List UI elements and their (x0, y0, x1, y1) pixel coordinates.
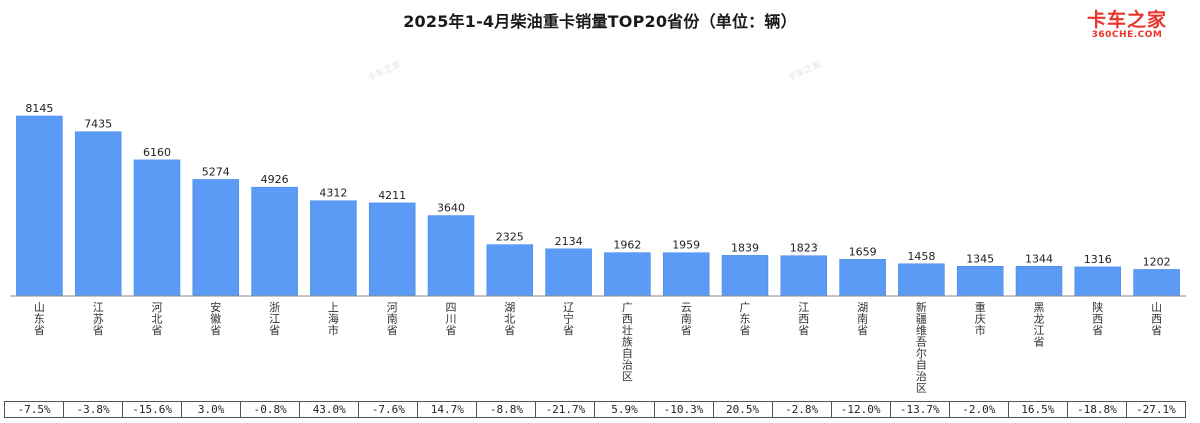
bar-value-label: 7435 (84, 118, 112, 131)
category-label: 广西壮族自治区 (622, 301, 633, 383)
category-label: 江苏省 (93, 301, 104, 337)
growth-rate-cell: -12.0% (830, 401, 891, 418)
bars-layer (16, 115, 1180, 297)
bar-value-label: 1345 (966, 252, 994, 265)
bar-value-label: 1959 (672, 239, 700, 252)
labels-layer: 8145 山东省 7435 江苏省 6160 河北省 5274 安徽省 4926 浙江省 4312 上… (25, 102, 1170, 395)
bar (251, 186, 298, 297)
bar-value-label: 4312 (319, 187, 347, 200)
bar-value-label: 2325 (496, 231, 524, 244)
bar (956, 266, 1004, 297)
bar-value-label: 1839 (731, 241, 759, 254)
growth-rate-cell: 43.0% (299, 401, 360, 418)
bar (545, 248, 592, 297)
bar-value-label: 1962 (613, 239, 641, 252)
category-label: 河北省 (152, 301, 163, 337)
growth-rate-cell: -13.7% (889, 401, 950, 418)
bar-value-label: 1344 (1025, 252, 1053, 265)
growth-rate-cell: -7.5% (3, 401, 65, 418)
bar (310, 200, 357, 297)
category-label: 陕西省 (1092, 300, 1103, 337)
category-label: 浙江省 (269, 301, 280, 337)
bar-value-label: 1202 (1143, 255, 1171, 268)
bar-value-label: 5274 (202, 165, 230, 178)
bar-value-label: 6160 (143, 146, 171, 159)
bar (368, 202, 416, 297)
bar (133, 159, 181, 297)
bar (839, 259, 886, 297)
growth-rate-cell: 3.0% (181, 401, 242, 418)
growth-rate-cell: -27.1% (1125, 401, 1187, 418)
bar-value-label: 4926 (261, 173, 289, 186)
bar-value-label: 3640 (437, 202, 465, 215)
logo-domain: 360CHE.COM (1091, 30, 1163, 40)
category-label: 江西省 (798, 301, 809, 337)
growth-rate-cell: 16.5% (1007, 401, 1068, 418)
growth-rate-cell: -0.8% (240, 401, 301, 418)
growth-rate-cell: -3.8% (63, 401, 124, 418)
bar-value-label: 1316 (1084, 253, 1112, 266)
category-label: 黑龙江省 (1034, 301, 1045, 349)
category-label: 山西省 (1151, 301, 1162, 337)
bar (1133, 269, 1180, 297)
bar-chart: 8145 山东省 7435 江苏省 6160 河北省 5274 安徽省 4926 浙江省 4312 上… (10, 102, 1186, 395)
category-label: 广东省 (740, 301, 751, 337)
bar-value-label: 1458 (907, 250, 935, 263)
bar-value-label: 2134 (555, 235, 583, 248)
category-label: 安徽省 (210, 300, 221, 337)
category-label: 湖北省 (504, 301, 515, 337)
bar (427, 215, 475, 297)
bar (1074, 266, 1122, 297)
growth-rate-cell: -15.6% (122, 401, 183, 418)
growth-rate-cell: -2.8% (771, 401, 832, 418)
growth-rate-cell: 20.5% (712, 401, 773, 418)
bar-value-label: 8145 (25, 102, 53, 115)
growth-rate-cell: -8.8% (476, 401, 537, 418)
logo-wordmark: 卡车之家 (1086, 9, 1167, 31)
growth-rate-cell: 14.7% (417, 401, 478, 418)
bar (604, 252, 651, 297)
bar (16, 115, 63, 297)
bar (721, 255, 769, 297)
bar-value-label: 1659 (849, 245, 877, 258)
category-label: 四川省 (446, 301, 457, 337)
bar (898, 263, 945, 297)
bar (192, 179, 240, 297)
bar (74, 131, 122, 297)
growth-rate-cell: 5.9% (594, 401, 655, 418)
category-label: 山东省 (34, 301, 45, 337)
bar (1015, 266, 1063, 297)
bar (662, 252, 710, 297)
bar-value-label: 1823 (790, 242, 818, 255)
category-label: 辽宁省 (563, 301, 574, 337)
chart-title: 2025年1-4月柴油重卡销量TOP20省份（单位：辆） (403, 12, 797, 31)
category-label: 河南省 (387, 301, 398, 337)
category-label: 湖南省 (857, 301, 868, 337)
bar-value-label: 4211 (378, 189, 406, 202)
category-label: 上海市 (328, 301, 339, 337)
growth-rate-cell: -2.0% (948, 401, 1009, 418)
growth-rate-row: -7.5% -3.8% -15.6% 3.0% -0.8% 43.0% -7.6% 14.7%… (3, 401, 1187, 418)
category-label: 重庆市 (975, 300, 986, 337)
growth-rate-cell: -7.6% (358, 401, 419, 418)
bar (780, 255, 828, 297)
growth-rate-cell: -18.8% (1066, 401, 1127, 418)
brand-logo: 卡车之家 360CHE.COM (1072, 10, 1182, 40)
growth-rate-cell: -10.3% (653, 401, 714, 418)
category-label: 云南省 (681, 301, 692, 337)
bar (486, 244, 534, 297)
category-label: 新疆维吾尔自治区 (916, 300, 927, 395)
growth-rate-table: -7.5% -3.8% -15.6% 3.0% -0.8% 43.0% -7.6% 14.7%… (3, 401, 1187, 418)
growth-rate-cell: -21.7% (535, 401, 596, 418)
